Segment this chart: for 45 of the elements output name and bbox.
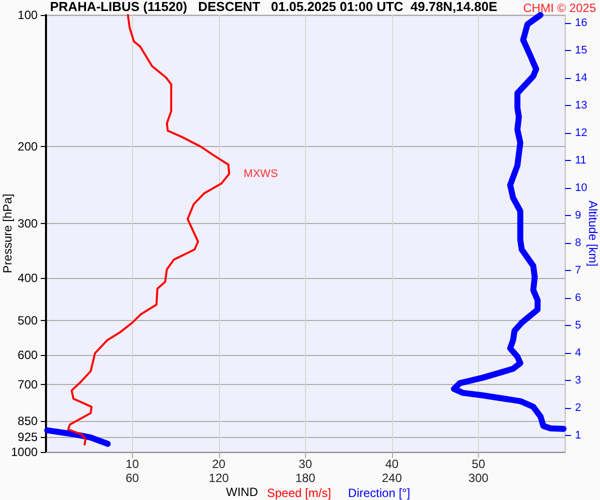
y-tick-label: 200 (18, 140, 38, 154)
y-tick-label: 925 (18, 430, 38, 444)
y2-tick-label: 5 (575, 320, 582, 332)
y2-tick-label: 3 (575, 374, 582, 387)
y2-tick-label: 15 (575, 44, 588, 57)
y2-tick-label: 8 (575, 237, 582, 250)
y2-tick-label: 13 (575, 100, 588, 112)
y2-tick-label: 6 (575, 292, 582, 304)
chart-title: PRAHA-LIBUS (11520) DESCENT 01.05.2025 01:00 UTC 49.78N,14.80E (50, 0, 498, 14)
y-axis-title: Pressure [hPa] (0, 194, 15, 274)
x2-tick-label: 60 (126, 471, 140, 485)
y-tick-label: 700 (18, 377, 38, 392)
text: CHMI © 2025 (523, 1, 596, 15)
y2-axis-title: Altitude [km] (586, 200, 600, 267)
y2-tick-label: 1 (575, 430, 582, 442)
text: Direction [°] (348, 486, 410, 500)
y2-tick-label: 11 (575, 154, 586, 167)
y-tick-label: 400 (18, 271, 38, 286)
y2-tick-label: 10 (575, 182, 588, 194)
y2-tick-label: 12 (575, 127, 588, 140)
y-tick-label: 600 (18, 348, 38, 362)
annotation: MXWS (244, 168, 278, 180)
x-tick-label: 40 (385, 457, 399, 471)
y2-tick-label: 9 (575, 210, 582, 222)
x-axis-title: WIND (226, 485, 258, 499)
y2-tick-label: 4 (575, 347, 582, 360)
y-tick-label: 850 (18, 414, 38, 428)
line-series (67, 14, 230, 446)
x2-tick-label: 240 (382, 471, 402, 485)
x2-tick-label: 120 (208, 471, 230, 485)
x2-tick-label: 300 (468, 471, 489, 485)
y2-tick-label: 2 (575, 402, 582, 414)
y-tick-label: 500 (18, 313, 38, 328)
x-tick-label: 30 (298, 457, 312, 471)
text: Speed [m/s] (267, 486, 332, 500)
x-tick-label: 10 (126, 457, 140, 471)
y-tick-label: 1000 (10, 445, 38, 459)
y-tick-label: 300 (18, 216, 38, 230)
x-tick-label: 20 (212, 457, 226, 471)
x2-tick-label: 180 (295, 471, 316, 485)
y2-tick-label: 16 (575, 17, 588, 30)
x-tick-label: 50 (472, 457, 486, 471)
y-tick-label: 100 (18, 8, 38, 22)
y2-tick-label: 7 (575, 264, 582, 277)
y2-tick-label: 14 (575, 72, 588, 84)
